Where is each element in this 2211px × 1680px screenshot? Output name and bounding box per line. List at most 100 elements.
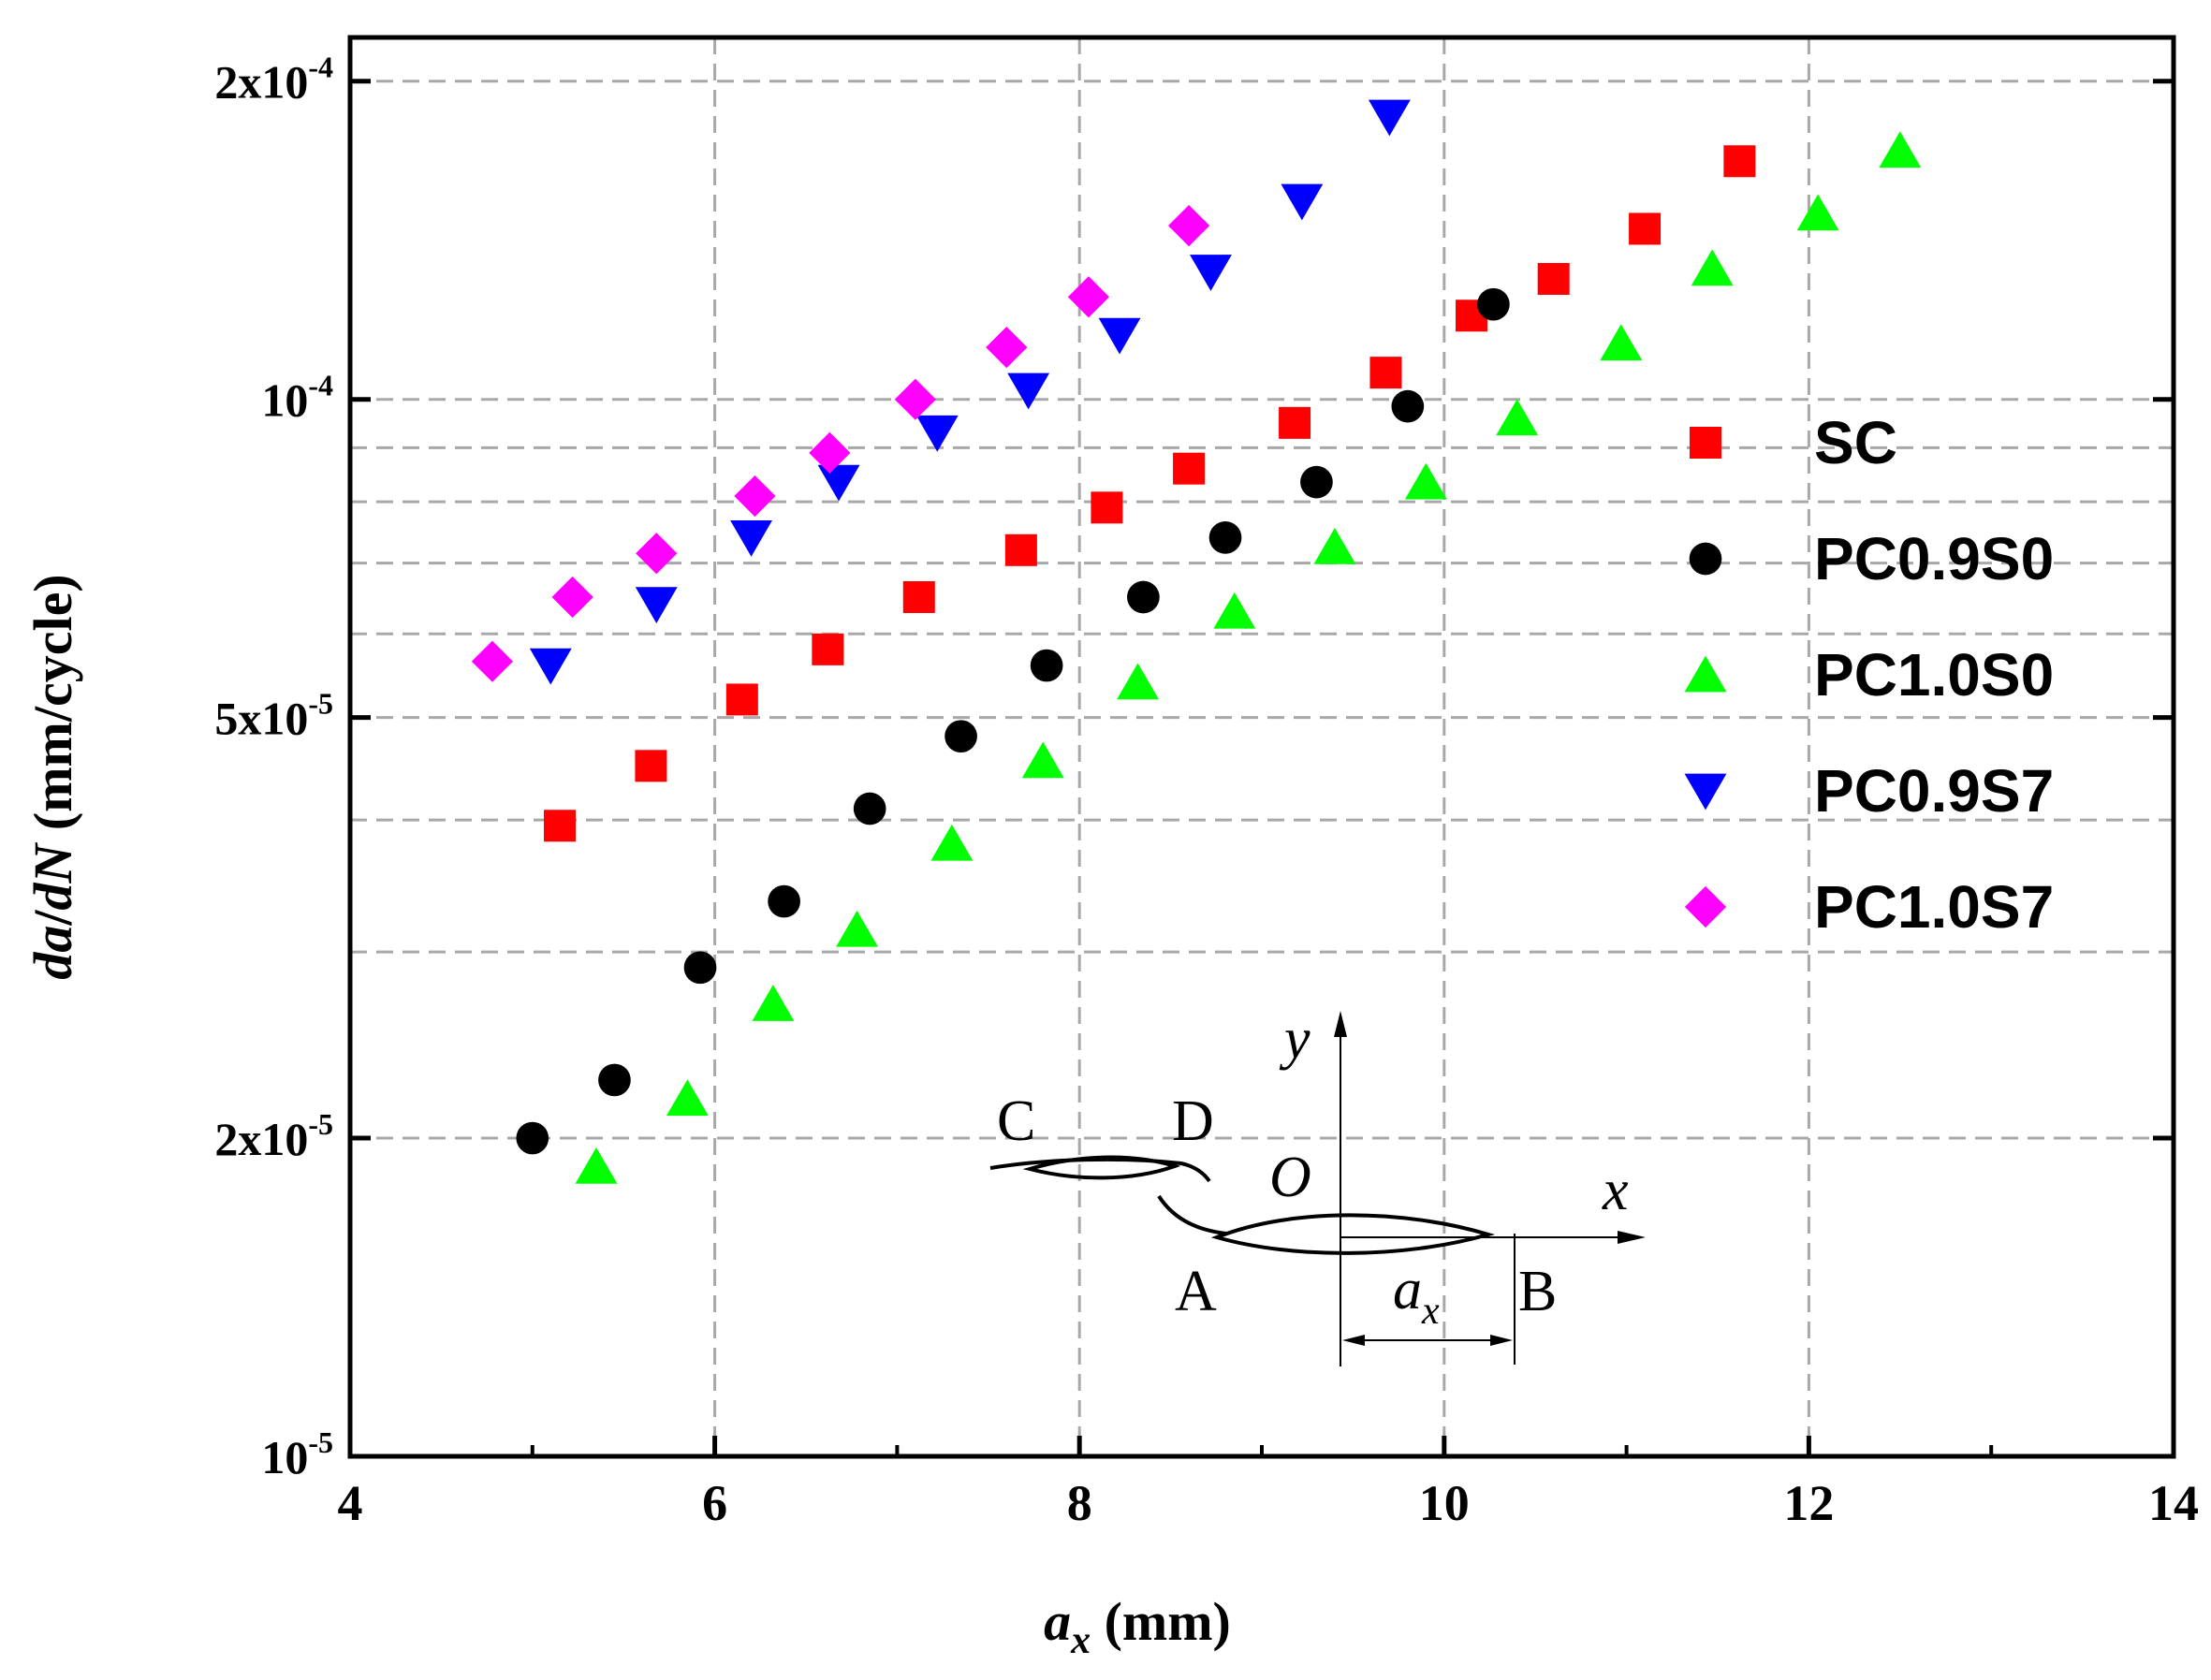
data-point <box>1127 580 1160 614</box>
y-axis-unit: (mm/cycle) <box>22 574 83 843</box>
y-tick-label: 5x10-5 <box>214 687 333 745</box>
data-point <box>1173 452 1206 485</box>
x-axis-unit: (mm) <box>1091 1591 1231 1652</box>
data-point <box>1404 462 1447 500</box>
data-point <box>683 951 717 985</box>
inset-label-ax: ax <box>1393 1258 1440 1333</box>
data-point <box>1369 357 1402 389</box>
crack-schematic-inset <box>989 1011 1646 1366</box>
inset-ax-sub: x <box>1421 1290 1440 1333</box>
data-points <box>471 99 1922 1184</box>
legend-marker <box>1684 773 1727 811</box>
y-axis-var1: da <box>22 926 83 980</box>
data-point <box>1300 465 1333 499</box>
data-point <box>1004 533 1037 566</box>
data-point <box>1477 287 1510 321</box>
legend-label: PC1.0S7 <box>1814 873 2054 941</box>
y-axis-var2: dN <box>22 841 83 910</box>
data-point <box>635 750 667 782</box>
inset-ax-arrow-right <box>1490 1335 1513 1346</box>
data-point <box>1091 491 1123 524</box>
data-point <box>853 792 886 825</box>
inset-y-arrowhead <box>1334 1011 1347 1037</box>
data-point <box>1117 663 1159 700</box>
data-point <box>1281 183 1324 221</box>
data-point <box>575 1147 618 1184</box>
y-tick-label: 10-5 <box>261 1425 333 1483</box>
data-point <box>894 378 936 420</box>
legend-entry: PC0.9S0 <box>1689 525 2054 592</box>
data-point <box>666 1079 709 1117</box>
data-point <box>471 640 514 682</box>
data-point <box>1796 194 1839 231</box>
data-point <box>1067 276 1110 318</box>
x-axis-sub: x <box>1070 1619 1091 1662</box>
inset-label-d: D <box>1172 1089 1214 1153</box>
data-point <box>598 1063 631 1097</box>
x-axis-title: ax (mm) <box>1044 1591 1231 1662</box>
data-point <box>1723 145 1756 178</box>
x-tick-label: 6 <box>702 1475 727 1531</box>
data-point <box>817 464 860 502</box>
inset-crack-ab-lens <box>1210 1213 1496 1255</box>
inset-label-y: y <box>1279 1007 1310 1071</box>
legend-marker <box>1684 655 1727 693</box>
data-point <box>1213 592 1256 629</box>
x-tick-label: 4 <box>338 1475 363 1531</box>
data-point <box>734 475 776 518</box>
y-axis-slash: / <box>22 910 83 927</box>
data-point <box>1879 131 1922 168</box>
data-point <box>1021 741 1064 779</box>
legend-entry: SC <box>1690 409 1897 476</box>
legend-marker <box>1689 542 1722 576</box>
x-axis-var: a <box>1044 1591 1071 1652</box>
data-point <box>1496 399 1539 436</box>
data-point <box>752 985 795 1021</box>
data-point <box>529 648 572 685</box>
data-point <box>1600 324 1643 361</box>
data-point <box>986 327 1028 369</box>
legend-marker <box>1690 427 1721 459</box>
data-point <box>1537 263 1570 296</box>
series-pc1-0s0 <box>575 131 1922 1184</box>
data-point <box>544 810 577 842</box>
series-pc1-0s7 <box>471 204 1210 682</box>
x-tick-label: 12 <box>1783 1475 1834 1531</box>
data-point <box>930 824 974 861</box>
legend: SC PC0.9S0 PC1.0S0 PC0.9S7 PC1.0S7 <box>1684 409 2054 941</box>
legend-label: PC1.0S0 <box>1814 641 2054 709</box>
series-pc0-9s0 <box>516 287 1510 1155</box>
inset-ax-var: a <box>1393 1258 1422 1322</box>
y-axis-title: da/dN (mm/cycle) <box>22 574 83 979</box>
x-tick-label: 10 <box>1419 1475 1470 1531</box>
legend-marker <box>1684 885 1727 928</box>
data-point <box>1279 406 1311 439</box>
data-point <box>944 720 977 753</box>
legend-entry: PC1.0S0 <box>1684 641 2054 709</box>
data-point <box>1007 373 1050 410</box>
data-point <box>635 587 678 623</box>
y-tick-label: 10-4 <box>261 369 333 427</box>
x-tick-label: 14 <box>2148 1475 2199 1531</box>
inset-label-o: O <box>1269 1146 1311 1209</box>
data-point <box>551 576 593 619</box>
inset-crack-cd-lens <box>1022 1155 1181 1180</box>
y-tick-label: 2x10-4 <box>214 51 333 109</box>
inset-label-b: B <box>1518 1260 1557 1323</box>
data-point <box>1030 649 1063 682</box>
inset-label-a: A <box>1175 1260 1217 1323</box>
data-point <box>1691 249 1734 286</box>
data-point <box>1313 528 1356 564</box>
inset-crack-ab-hook <box>1157 1194 1227 1235</box>
legend-label: PC0.9S0 <box>1814 525 2054 592</box>
inset-ax-arrow-left <box>1342 1335 1365 1346</box>
legend-label: SC <box>1814 409 1897 476</box>
series-sc <box>544 145 1756 842</box>
series-pc0-9s7 <box>529 99 1411 685</box>
inset-labels: C D O A B x y ax <box>997 1007 1629 1333</box>
inset-label-c: C <box>997 1089 1035 1153</box>
data-point <box>812 633 844 665</box>
data-point <box>836 910 878 947</box>
